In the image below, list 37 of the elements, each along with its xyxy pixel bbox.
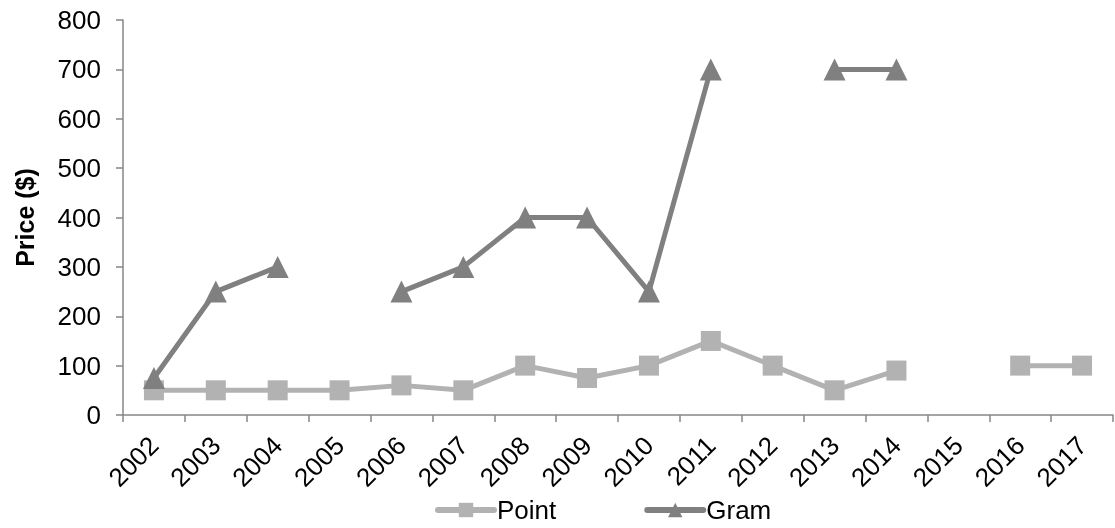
legend-label: Gram (706, 495, 772, 525)
point (638, 355, 659, 376)
point (390, 280, 413, 303)
point (329, 380, 350, 401)
point (824, 380, 845, 401)
y-axis-title: Price ($) (10, 168, 39, 267)
y-tick-label: 600 (57, 103, 101, 134)
point (762, 355, 783, 376)
point (142, 366, 165, 389)
point (1010, 355, 1031, 376)
y-tick-label: 300 (57, 251, 101, 282)
point (267, 380, 288, 401)
point (577, 367, 598, 388)
point (576, 206, 599, 229)
y-tick-label: 500 (57, 153, 101, 184)
point (699, 58, 722, 81)
point (886, 360, 907, 381)
point (515, 355, 536, 376)
point (205, 380, 226, 401)
point (453, 380, 474, 401)
legend-label: Point (497, 495, 558, 525)
point (514, 206, 537, 229)
point (700, 330, 721, 351)
y-tick-label: 700 (57, 54, 101, 85)
point (823, 58, 846, 81)
point (1072, 355, 1093, 376)
y-tick-label: 400 (57, 202, 101, 233)
point (391, 375, 412, 396)
point (637, 280, 660, 303)
y-tick-label: 200 (57, 301, 101, 332)
point (452, 255, 475, 278)
y-tick-label: 100 (57, 350, 101, 381)
point (204, 280, 227, 303)
y-tick-label: 800 (57, 5, 101, 35)
point (266, 255, 289, 278)
point (885, 58, 908, 81)
y-tick-label: 0 (86, 400, 101, 430)
